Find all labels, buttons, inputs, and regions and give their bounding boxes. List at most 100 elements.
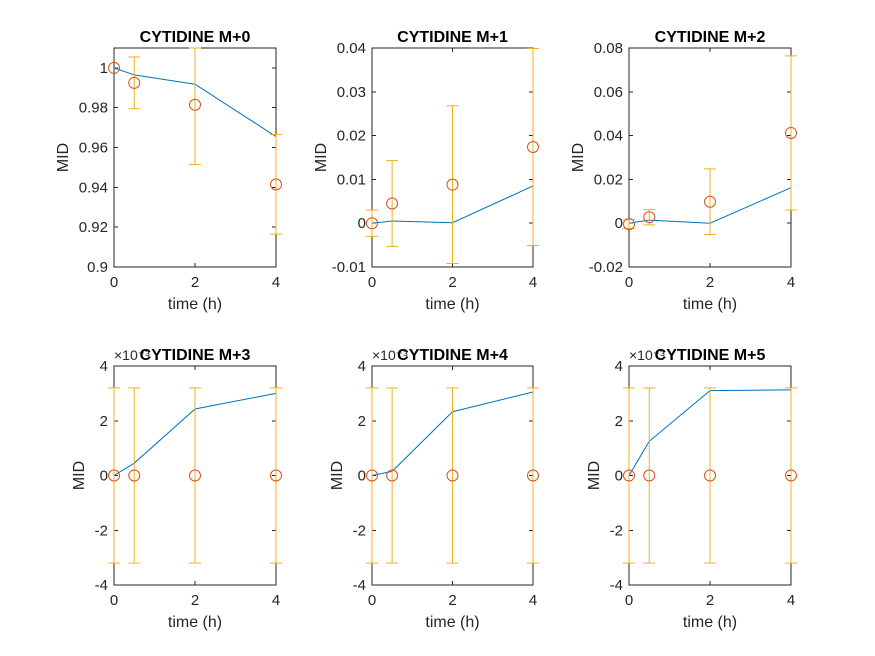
data-point-marker	[108, 61, 120, 74]
y-tick-label: 0.92	[79, 219, 108, 236]
y-tick-label: 4	[358, 358, 366, 375]
data-point-marker	[366, 217, 378, 230]
y-tick-label: 0	[100, 468, 108, 485]
x-tick-label: 2	[191, 274, 199, 291]
y-exponent-label: ×10⁻³	[629, 347, 665, 363]
y-tick-label: 0	[358, 215, 366, 232]
model-fit-line	[371, 391, 534, 476]
x-tick-label: 4	[529, 592, 537, 609]
data-point-marker	[128, 469, 141, 482]
x-axis-label: time (h)	[683, 296, 737, 313]
data-point-marker	[386, 469, 399, 482]
x-axis-label: time (h)	[683, 614, 737, 631]
y-tick-label: -0.02	[589, 259, 623, 276]
x-axis-label: time (h)	[168, 614, 222, 631]
x-tick-label: 4	[272, 274, 280, 291]
data-point-marker	[128, 76, 141, 89]
y-tick-label: -2	[353, 522, 366, 539]
subplot-title: CYTIDINE M+0	[140, 29, 251, 46]
y-tick-label: 0.08	[594, 40, 623, 57]
x-tick-label: 4	[529, 274, 537, 291]
data-point-marker	[446, 469, 459, 482]
subplot-title: CYTIDINE M+2	[655, 29, 766, 46]
data-point-marker	[785, 126, 797, 139]
model-fit-line	[628, 187, 792, 224]
y-axis-label: MID	[586, 461, 603, 490]
x-tick-label: 4	[787, 274, 795, 291]
y-exponent-label: ×10⁻³	[372, 347, 408, 363]
y-tick-label: 0.03	[337, 84, 366, 101]
data-point-marker	[704, 195, 716, 208]
x-tick-label: 0	[368, 274, 376, 291]
data-point-marker	[785, 469, 797, 482]
y-tick-label: 2	[358, 413, 366, 430]
y-tick-label: 0.01	[337, 171, 366, 188]
subplot-title: CYTIDINE M+3	[140, 347, 251, 364]
y-tick-label: 0.9	[87, 259, 108, 276]
y-tick-label: -4	[95, 577, 108, 594]
data-point-marker	[704, 469, 716, 482]
x-tick-label: 2	[706, 592, 714, 609]
data-point-marker	[623, 469, 635, 482]
model-fit-line	[371, 185, 534, 224]
y-tick-label: -2	[610, 522, 623, 539]
data-point-marker	[527, 469, 539, 482]
y-tick-label: 4	[100, 358, 108, 375]
data-point-marker	[366, 469, 378, 482]
y-tick-label: 0.04	[337, 40, 366, 57]
x-axis-label: time (h)	[425, 614, 479, 631]
data-point-marker	[446, 178, 459, 191]
model-fit-line	[113, 392, 277, 476]
y-tick-label: 0.96	[79, 140, 108, 157]
x-tick-label: 0	[110, 274, 118, 291]
y-exponent-label: ×10⁻³	[114, 347, 150, 363]
x-axis-label: time (h)	[425, 296, 479, 313]
data-point-marker	[189, 98, 201, 111]
y-tick-label: -4	[353, 577, 366, 594]
data-point-marker	[270, 178, 282, 191]
x-tick-label: 2	[706, 274, 714, 291]
x-tick-label: 2	[448, 592, 456, 609]
subplot-title: CYTIDINE M+4	[397, 347, 508, 364]
x-tick-label: 2	[191, 592, 199, 609]
y-tick-label: 0.06	[594, 84, 623, 101]
data-point-marker	[189, 469, 201, 482]
x-tick-label: 0	[110, 592, 118, 609]
y-tick-label: 0.94	[79, 179, 108, 196]
x-tick-label: 2	[448, 274, 456, 291]
y-tick-label: 0	[358, 468, 366, 485]
y-tick-label: 1	[100, 60, 108, 77]
y-tick-label: 0	[615, 215, 623, 232]
y-tick-label: 0.02	[337, 128, 366, 145]
y-tick-label: 4	[615, 358, 623, 375]
data-point-marker	[108, 469, 120, 482]
y-tick-label: -2	[95, 522, 108, 539]
data-point-marker	[643, 469, 656, 482]
model-fit-line	[113, 67, 277, 138]
subplot-title: CYTIDINE M+5	[655, 347, 766, 364]
model-fit-line	[628, 389, 792, 476]
y-tick-label: 0	[615, 468, 623, 485]
y-tick-label: 0.04	[594, 128, 623, 145]
x-tick-label: 0	[625, 274, 633, 291]
data-point-marker	[527, 140, 539, 153]
x-tick-label: 4	[272, 592, 280, 609]
x-tick-label: 4	[787, 592, 795, 609]
subplot-1: 0 2 4 0.9 0.92 0.94 0.96 0.98 1 time (h) MID CYTIDI…	[55, 29, 282, 313]
y-axis-label: MID	[313, 143, 330, 172]
y-axis-label: MID	[55, 143, 72, 172]
x-tick-label: 0	[368, 592, 376, 609]
y-tick-label: 0.02	[594, 171, 623, 188]
data-point-marker	[386, 197, 399, 210]
data-point-marker	[643, 211, 656, 224]
data-point-marker	[623, 218, 635, 231]
y-tick-label: 2	[100, 413, 108, 430]
y-tick-label: -4	[610, 577, 623, 594]
data-point-marker	[270, 469, 282, 482]
